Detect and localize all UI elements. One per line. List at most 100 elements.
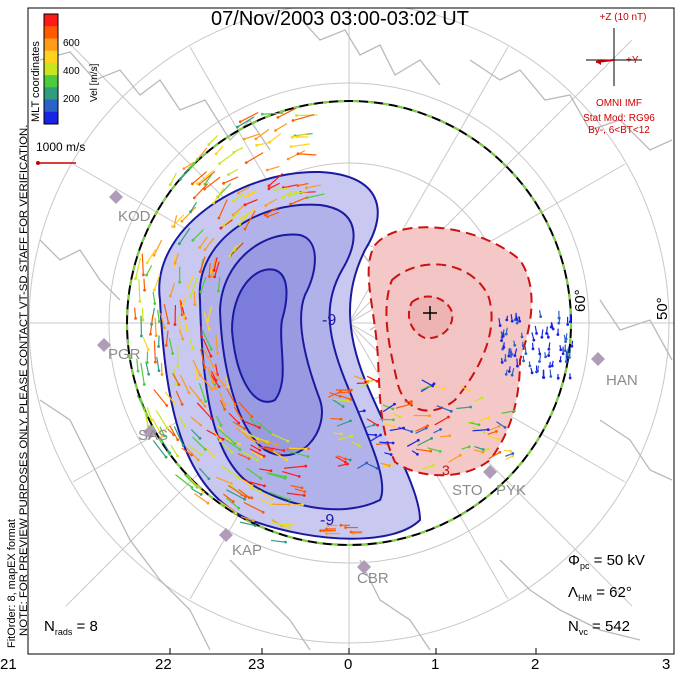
velocity-vector-dot xyxy=(137,370,140,373)
velocity-vector-dot xyxy=(240,417,243,420)
velocity-vector-dot xyxy=(193,196,196,199)
velocity-vector-dot xyxy=(518,320,521,323)
velocity-vector-dot xyxy=(288,499,291,502)
velocity-vector-dot xyxy=(161,373,164,376)
velocity-vector-dot xyxy=(284,541,287,544)
velocity-vector-dot xyxy=(392,418,395,421)
velocity-vector-dot xyxy=(268,141,271,144)
velocity-vector-dot xyxy=(478,423,481,426)
velocity-vector-dot xyxy=(210,348,213,351)
velocity-vector-dot xyxy=(488,416,491,419)
velocity-vector-dot xyxy=(200,493,203,496)
velocity-scale-dot xyxy=(36,161,40,165)
velocity-vector-dot xyxy=(234,442,237,445)
velocity-vector xyxy=(262,113,283,114)
velocity-vector-dot xyxy=(218,162,221,165)
velocity-vector-dot xyxy=(143,383,146,386)
velocity-vector-dot xyxy=(298,475,301,478)
velocity-vector-dot xyxy=(535,332,538,335)
velocity-vector-dot xyxy=(244,228,247,231)
velocity-vector-dot xyxy=(191,182,194,185)
velocity-vector-dot xyxy=(374,434,377,437)
velocity-vector-dot xyxy=(570,345,573,348)
station-label: HAN xyxy=(606,372,638,389)
velocity-vector-dot xyxy=(222,182,225,185)
velocity-vector-dot xyxy=(487,428,490,431)
velocity-vector-dot xyxy=(347,400,350,403)
mlt-label: 3 xyxy=(662,656,670,673)
velocity-vector-dot xyxy=(243,427,246,430)
velocity-vector-dot xyxy=(219,227,222,230)
velocity-vector-dot xyxy=(203,188,206,191)
velocity-vector-dot xyxy=(426,424,429,427)
mlt-label: 1 xyxy=(431,656,439,673)
velocity-vector xyxy=(154,341,155,363)
velocity-vector-dot xyxy=(562,352,565,355)
vector-count: Nvc = 542 xyxy=(568,618,630,637)
velocity-vector-dot xyxy=(482,451,485,454)
velocity-vector xyxy=(234,148,243,153)
velocity-vector-dot xyxy=(285,459,288,462)
velocity-vector-dot xyxy=(217,289,220,292)
velocity-vector-dot xyxy=(390,453,393,456)
velocity-vector-dot xyxy=(200,453,203,456)
velocity-vector-dot xyxy=(291,136,294,139)
velocity-vector xyxy=(154,390,167,406)
velocity-vector-dot xyxy=(188,391,191,394)
velocity-vector-dot xyxy=(207,477,210,480)
velocity-vector-dot xyxy=(504,426,507,429)
velocity-vector-dot xyxy=(210,355,213,358)
velocity-vector-dot xyxy=(303,490,306,493)
velocity-vector-dot xyxy=(248,496,251,499)
velocity-vector-dot xyxy=(260,456,263,459)
velocity-vector-dot xyxy=(167,322,170,325)
imf-z-label: +Z (10 nT) xyxy=(588,12,658,23)
velocity-vector-dot xyxy=(416,453,419,456)
velocity-vector-dot xyxy=(212,365,215,368)
colorbar-segment xyxy=(44,112,58,125)
velocity-vector-dot xyxy=(388,464,391,467)
velocity-vector xyxy=(379,442,393,443)
velocity-vector-dot xyxy=(181,313,184,316)
velocity-vector-dot xyxy=(531,371,534,374)
station-label: CBR xyxy=(357,570,389,587)
velocity-vector-dot xyxy=(243,138,246,141)
velocity-vector-dot xyxy=(513,344,516,347)
velocity-vector-dot xyxy=(227,173,230,176)
velocity-vector-dot xyxy=(223,384,226,387)
velocity-vector-dot xyxy=(207,502,210,505)
velocity-vector-dot xyxy=(292,119,295,122)
velocity-vector-dot xyxy=(559,360,562,363)
velocity-vector-dot xyxy=(243,498,246,501)
velocity-vector-dot xyxy=(219,439,222,442)
velocity-vector-dot xyxy=(511,320,514,323)
stat-model-condition: By-, 6<BT<12 xyxy=(578,125,660,136)
velocity-vector xyxy=(194,184,207,198)
velocity-vector-dot xyxy=(551,364,554,367)
contour-label: -9 xyxy=(322,312,336,330)
mlt-ticks xyxy=(28,648,674,654)
preview-note: NOTE: FOR PREVIEW PURPOSES ONLY. PLEASE … xyxy=(18,125,30,636)
velocity-vector-dot xyxy=(259,490,262,493)
velocity-vector-dot xyxy=(349,398,352,401)
velocity-vector-dot xyxy=(264,214,267,217)
velocity-vector-dot xyxy=(264,204,267,207)
velocity-vector-dot xyxy=(487,447,490,450)
velocity-vector xyxy=(158,310,160,321)
velocity-vector-dot xyxy=(251,497,254,500)
velocity-vector-dot xyxy=(402,427,405,430)
velocity-vector-dot xyxy=(344,458,347,461)
velocity-vector-dot xyxy=(481,396,484,399)
colorbar-tick-400: 400 xyxy=(63,66,80,77)
velocity-vector-dot xyxy=(468,389,471,392)
velocity-vector-dot xyxy=(165,344,168,347)
velocity-vector-dot xyxy=(447,416,450,419)
velocity-vector-dot xyxy=(398,416,401,419)
velocity-vector-dot xyxy=(142,319,145,322)
velocity-vector-dot xyxy=(505,373,508,376)
velocity-vector-dot xyxy=(376,424,379,427)
station-label: KOD xyxy=(118,208,151,225)
velocity-vector-dot xyxy=(244,203,247,206)
velocity-vector-dot xyxy=(216,352,219,355)
hm-boundary-latitude: ΛHM = 62° xyxy=(568,584,632,603)
